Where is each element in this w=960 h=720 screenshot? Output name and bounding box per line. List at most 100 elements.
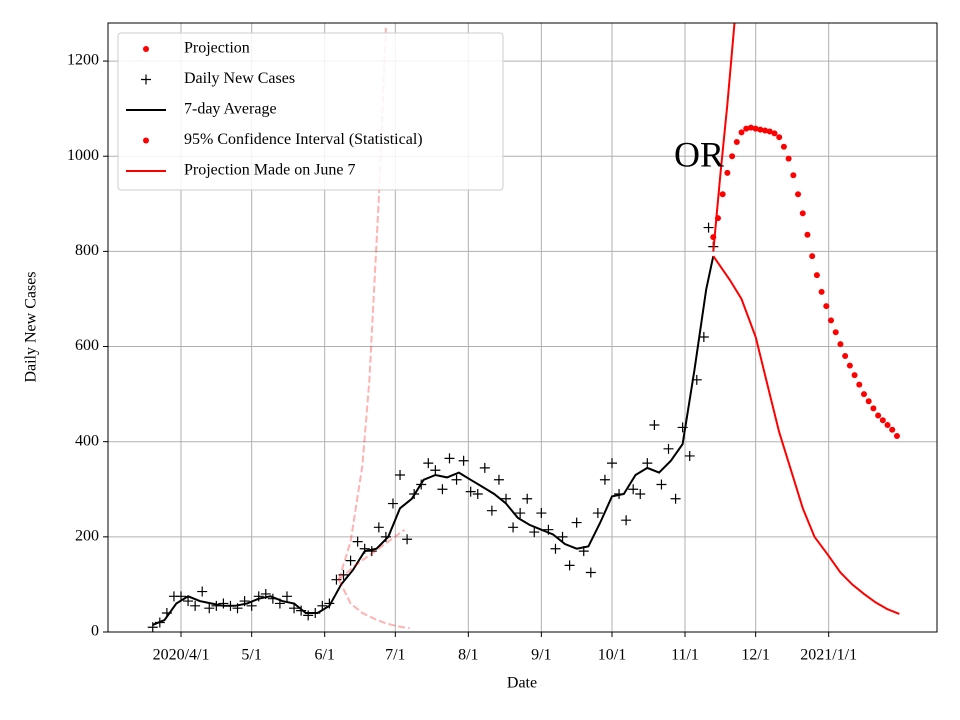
- point: [289, 603, 300, 614]
- point: [856, 381, 863, 388]
- point: [780, 143, 787, 150]
- point: [870, 405, 877, 412]
- point: [296, 605, 307, 616]
- line: [338, 528, 406, 581]
- x-tick-label: 12/1: [741, 647, 769, 664]
- point: [875, 412, 882, 419]
- point: [522, 493, 533, 504]
- point: [592, 508, 603, 519]
- y-tick-label: 0: [91, 623, 99, 640]
- x-tick-label: 7/1: [385, 647, 405, 664]
- point: [865, 398, 872, 405]
- plot-frame: [107, 22, 938, 633]
- point: [776, 134, 783, 141]
- point: [430, 465, 441, 476]
- point: [752, 125, 759, 132]
- point: [771, 130, 778, 137]
- point: [642, 458, 653, 469]
- x-axis-label: Date: [507, 675, 537, 692]
- point: [183, 596, 194, 607]
- point: [828, 317, 835, 324]
- point: [724, 169, 731, 176]
- point: [684, 450, 695, 461]
- point: [837, 341, 844, 348]
- point: [846, 362, 853, 369]
- x-tick-label: 10/1: [598, 647, 626, 664]
- legend-label: 7-day Average: [184, 101, 277, 118]
- point: [493, 474, 504, 485]
- point: [281, 591, 292, 602]
- point: [860, 391, 867, 398]
- point: [719, 191, 726, 198]
- x-tick-label: 11/1: [671, 647, 699, 664]
- annotation: OR: [674, 134, 724, 174]
- point: [451, 474, 462, 485]
- legend-label: Projection Made on June 7: [184, 162, 356, 179]
- x-tick-label: 6/1: [314, 647, 334, 664]
- line: [712, 23, 736, 252]
- legend-label: 95% Confidence Interval (Statistical): [184, 131, 423, 148]
- x-tick-label: 2020/4/1: [153, 647, 210, 664]
- point: [766, 128, 773, 135]
- point: [832, 329, 839, 336]
- point: [762, 127, 769, 134]
- point: [785, 155, 792, 162]
- point: [564, 560, 575, 571]
- point: [585, 567, 596, 578]
- x-tick-label: 8/1: [458, 647, 478, 664]
- point: [804, 231, 811, 238]
- legend-label: Daily New Cases: [184, 70, 295, 87]
- point: [508, 522, 519, 533]
- x-tick-label: 5/1: [241, 647, 261, 664]
- point: [670, 493, 681, 504]
- point: [656, 479, 667, 490]
- point: [402, 534, 413, 545]
- point: [703, 222, 714, 233]
- point: [606, 458, 617, 469]
- point: [395, 469, 406, 480]
- point: [729, 153, 736, 160]
- point: [879, 417, 886, 424]
- point: [818, 288, 825, 295]
- y-axis-label: Daily New Cases: [23, 271, 40, 382]
- legend-marker: [143, 46, 149, 52]
- y-tick-label: 200: [75, 528, 99, 545]
- point: [599, 474, 610, 485]
- point: [458, 455, 469, 466]
- point: [893, 432, 900, 439]
- legend-box: [117, 32, 504, 191]
- point: [479, 462, 490, 473]
- point: [550, 543, 561, 554]
- point: [387, 498, 398, 509]
- point: [486, 505, 497, 516]
- point: [423, 458, 434, 469]
- x-tick-label: 2021/1/1: [800, 647, 857, 664]
- point: [809, 253, 816, 260]
- point: [799, 210, 806, 217]
- point: [338, 569, 349, 580]
- line: [337, 579, 410, 630]
- point: [190, 600, 201, 611]
- y-tick-label: 1200: [67, 52, 99, 69]
- point: [795, 191, 802, 198]
- point: [197, 586, 208, 597]
- point: [884, 422, 891, 429]
- legend-marker: [143, 137, 149, 144]
- point: [331, 574, 342, 585]
- x-tick-label: 9/1: [531, 647, 551, 664]
- line: [712, 255, 900, 615]
- point: [628, 484, 639, 495]
- point: [635, 489, 646, 500]
- point: [757, 126, 764, 133]
- point: [842, 353, 849, 360]
- point: [529, 527, 540, 538]
- point: [663, 443, 674, 454]
- point: [571, 517, 582, 528]
- point: [465, 486, 476, 497]
- point: [698, 332, 709, 343]
- y-tick-label: 600: [75, 337, 99, 354]
- point: [813, 272, 820, 279]
- point: [536, 508, 547, 519]
- point: [621, 515, 632, 526]
